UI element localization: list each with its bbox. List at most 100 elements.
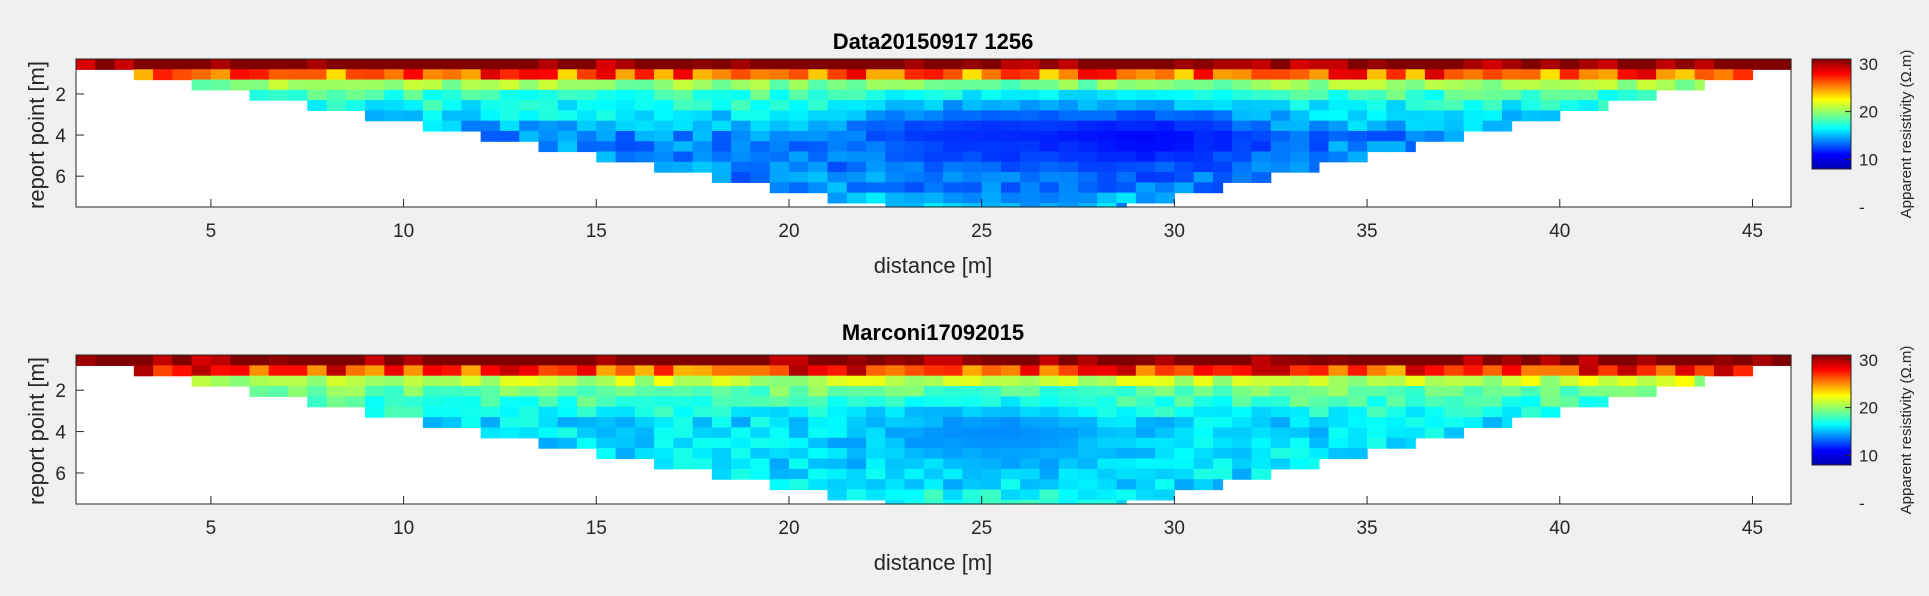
- heatmap-cell: [615, 69, 636, 81]
- heatmap-cell: [1058, 69, 1079, 81]
- heatmap-cell: [1212, 151, 1233, 163]
- heatmap-cell: [1058, 468, 1079, 480]
- heatmap-cell: [1212, 386, 1233, 397]
- heatmap-cell: [692, 100, 713, 111]
- heatmap-cell: [326, 69, 347, 81]
- heatmap-cell: [557, 437, 578, 449]
- heatmap-cell: [808, 89, 829, 101]
- heatmap-cell: [1135, 375, 1156, 387]
- heatmap-cell: [1058, 427, 1079, 439]
- heatmap-cell: [654, 427, 674, 439]
- heatmap-cell: [904, 427, 925, 439]
- heatmap-cell: [788, 355, 809, 366]
- heatmap-cell: [981, 365, 1002, 377]
- heatmap-cell: [1155, 437, 1175, 449]
- heatmap-cell: [1328, 120, 1349, 132]
- heatmap-cell: [904, 365, 925, 377]
- heatmap-cell: [866, 365, 886, 377]
- heatmap-cell: [904, 448, 925, 460]
- heatmap-cell: [750, 172, 771, 183]
- heatmap-cell: [827, 448, 848, 460]
- x-tick-label: 25: [971, 221, 992, 242]
- heatmap-cell: [1501, 406, 1522, 418]
- heatmap-cell: [1020, 365, 1041, 377]
- y-tick-label: 6: [55, 464, 66, 485]
- colorbar-tick-label: 10: [1859, 150, 1878, 169]
- heatmap-cell: [1174, 406, 1195, 418]
- heatmap-cell: [1540, 100, 1561, 111]
- heatmap-cell: [1579, 355, 1599, 366]
- heatmap-cell: [981, 59, 1002, 70]
- heatmap-cell: [1174, 182, 1195, 194]
- heatmap-cell: [1135, 79, 1156, 91]
- heatmap-cell: [1000, 202, 1021, 208]
- heatmap-cell: [1309, 100, 1330, 111]
- heatmap-cell: [1540, 79, 1561, 91]
- heatmap-cell: [1232, 458, 1253, 470]
- heatmap-cell: [596, 396, 617, 408]
- heatmap-cell: [230, 69, 251, 81]
- heatmap-cell: [1270, 365, 1291, 377]
- heatmap-cell: [923, 406, 944, 418]
- heatmap-cell: [133, 59, 154, 70]
- y-tick-label: 2: [55, 85, 66, 106]
- heatmap-cell: [1579, 396, 1599, 408]
- heatmap-cell: [1078, 365, 1098, 377]
- heatmap-cell: [1405, 427, 1426, 439]
- heatmap-cell: [1000, 417, 1021, 429]
- heatmap-cell: [1020, 355, 1041, 366]
- heatmap-cell: [1155, 59, 1175, 70]
- heatmap-cell: [962, 406, 983, 418]
- heatmap-cell: [1617, 69, 1638, 81]
- heatmap-cell: [654, 355, 674, 366]
- heatmap-cell: [538, 355, 559, 366]
- heatmap-cell: [1367, 396, 1387, 408]
- heatmap-cell: [1347, 100, 1368, 111]
- heatmap-cell: [249, 386, 270, 397]
- heatmap-cell: [1212, 355, 1233, 366]
- heatmap-cell: [1367, 89, 1387, 101]
- heatmap-cell: [750, 386, 771, 397]
- heatmap-cell: [538, 130, 559, 142]
- heatmap-cell: [923, 172, 944, 183]
- heatmap-cell: [422, 79, 443, 91]
- heatmap-cell: [654, 79, 674, 91]
- heatmap-cell: [1501, 100, 1522, 111]
- heatmap-cell: [827, 130, 848, 142]
- heatmap-cell: [1232, 375, 1253, 387]
- heatmap-cell: [654, 375, 674, 387]
- heatmap-cell: [1078, 100, 1098, 111]
- heatmap-cell: [1444, 59, 1465, 70]
- heatmap-cell: [1501, 79, 1522, 91]
- heatmap-cell: [1598, 79, 1619, 91]
- heatmap-cell: [711, 130, 732, 142]
- heatmap-cell: [1424, 89, 1445, 101]
- heatmap-cell: [480, 89, 501, 101]
- heatmap-cell: [1097, 130, 1118, 142]
- heatmap-cell: [827, 100, 848, 111]
- y-axis-ticks: 246: [55, 381, 84, 485]
- heatmap-cell: [596, 79, 617, 91]
- heatmap-cell: [731, 355, 752, 366]
- heatmap-cell: [750, 406, 771, 418]
- heatmap-cell: [788, 448, 809, 460]
- heatmap-cell: [866, 458, 886, 470]
- heatmap-cell: [654, 386, 674, 397]
- heatmap-cell: [1212, 479, 1224, 491]
- heatmap-cell: [634, 406, 655, 418]
- heatmap-cell: [1097, 69, 1118, 81]
- heatmap-cell: [1270, 69, 1291, 81]
- heatmap-cell: [885, 448, 906, 460]
- heatmap-cell: [981, 479, 1002, 491]
- heatmap-cell: [1232, 151, 1253, 163]
- heatmap-cell: [114, 59, 135, 70]
- heatmap-cell: [326, 386, 347, 397]
- heatmap-cell: [1347, 437, 1368, 449]
- heatmap-cell: [1675, 59, 1696, 70]
- heatmap-cell: [1289, 448, 1310, 460]
- heatmap-cell: [904, 417, 925, 429]
- heatmap-cell: [904, 202, 925, 208]
- heatmap-cell: [1155, 468, 1175, 480]
- heatmap-cell: [1713, 355, 1734, 366]
- heatmap-cell: [1386, 437, 1407, 449]
